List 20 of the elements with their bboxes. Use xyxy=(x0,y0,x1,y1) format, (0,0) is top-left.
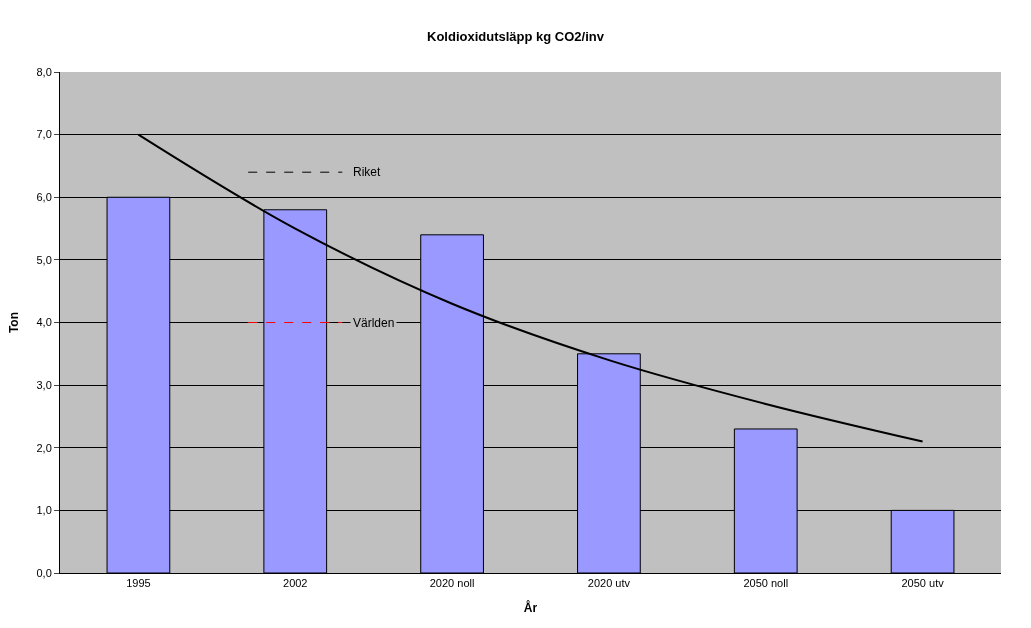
x-tick-label: 2020 noll xyxy=(429,577,475,590)
x-tick-label: 2050 noll xyxy=(743,577,789,590)
x-tick-label: 2002 xyxy=(283,577,308,590)
y-tick-label: 1,0 xyxy=(36,504,52,517)
y-tick-label: 5,0 xyxy=(36,253,52,266)
y-tick-label: 3,0 xyxy=(36,378,52,391)
x-axis-title: År xyxy=(523,600,538,616)
ref-line-label: Världen xyxy=(353,316,395,330)
y-axis-title: Ton xyxy=(6,311,21,334)
x-tick-label: 1995 xyxy=(126,577,151,590)
y-tick-label: 0,0 xyxy=(36,566,52,579)
x-tick-label: 2050 utv xyxy=(901,577,945,590)
chart-title: Koldioxidutsläpp kg CO2/inv xyxy=(427,28,605,44)
ref-line-label: Riket xyxy=(353,165,382,179)
y-tick-label: 6,0 xyxy=(36,191,52,204)
y-tick-label: 4,0 xyxy=(36,316,52,329)
x-tick-label: 2020 utv xyxy=(587,577,631,590)
y-tick-label: 7,0 xyxy=(36,128,52,141)
y-tick-label: 2,0 xyxy=(36,441,52,454)
y-tick-label: 8,0 xyxy=(36,65,52,78)
